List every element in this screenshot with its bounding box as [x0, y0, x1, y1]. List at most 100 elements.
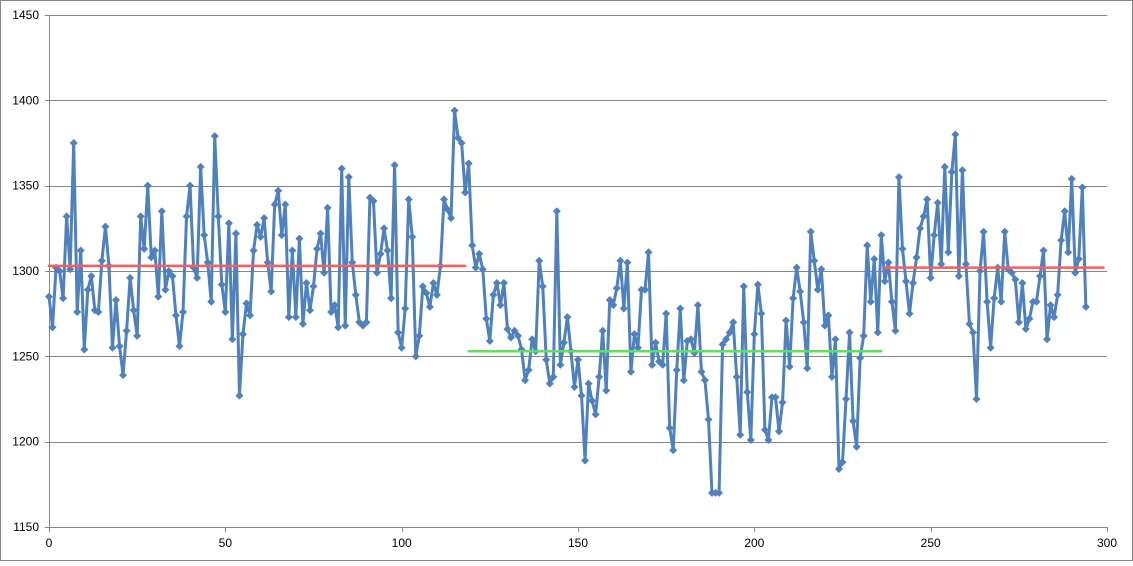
data-point — [203, 258, 212, 267]
data-point — [598, 326, 607, 335]
data-point — [397, 343, 406, 352]
data-point — [732, 372, 741, 381]
data-point — [559, 338, 568, 347]
data-point — [729, 318, 738, 327]
data-point — [926, 273, 935, 282]
data-point — [422, 289, 431, 298]
data-point — [1067, 174, 1076, 183]
data-point — [450, 106, 459, 115]
data-point — [997, 297, 1006, 306]
data-point — [136, 212, 145, 221]
data-point — [323, 203, 332, 212]
data-point — [154, 292, 163, 301]
data-point — [126, 273, 135, 282]
data-point — [810, 256, 819, 265]
data-point — [425, 302, 434, 311]
data-point — [1071, 268, 1080, 277]
data-point — [1014, 318, 1023, 327]
data-point — [83, 285, 92, 294]
data-point — [418, 282, 427, 291]
data-point — [112, 296, 121, 305]
data-point — [295, 234, 304, 243]
data-point — [880, 277, 889, 286]
data-point — [545, 379, 554, 388]
data-point — [570, 383, 579, 392]
data-point — [404, 195, 413, 204]
data-point — [59, 294, 68, 303]
data-point — [164, 267, 173, 275]
data-point — [968, 328, 977, 337]
data-point — [281, 200, 290, 209]
data-point — [316, 229, 325, 238]
data-point — [1057, 236, 1066, 245]
data-point — [115, 342, 124, 351]
data-point — [1007, 268, 1016, 277]
data-point — [411, 352, 420, 361]
data-point — [549, 372, 558, 381]
y-tick-label: 1250 — [12, 349, 39, 363]
data-point — [337, 164, 346, 173]
data-point — [1032, 297, 1041, 306]
data-point — [672, 365, 681, 374]
data-point — [584, 379, 593, 388]
data-point — [291, 313, 300, 322]
data-point — [457, 139, 466, 147]
data-point — [648, 360, 657, 369]
data-point — [471, 263, 480, 272]
data-point — [496, 301, 505, 310]
data-point — [217, 280, 226, 289]
data-point — [309, 282, 318, 291]
data-point — [119, 371, 128, 380]
data-point — [612, 284, 621, 293]
data-point — [785, 362, 794, 371]
data-point — [602, 386, 611, 395]
data-point — [224, 219, 233, 228]
data-point — [961, 260, 970, 269]
data-point — [140, 244, 149, 253]
data-point — [595, 372, 604, 381]
data-point — [492, 278, 501, 287]
data-point — [369, 197, 378, 206]
data-point — [951, 130, 960, 139]
data-point — [623, 258, 632, 267]
data-point — [757, 309, 766, 318]
y-tick-label: 1200 — [12, 435, 39, 449]
data-point — [764, 435, 773, 444]
data-point — [468, 241, 477, 250]
data-point — [387, 294, 396, 303]
data-point — [736, 430, 745, 439]
data-point — [485, 336, 494, 345]
data-point — [87, 272, 96, 281]
data-point — [722, 335, 731, 344]
data-point — [313, 244, 322, 253]
data-point — [66, 265, 75, 274]
data-point — [792, 263, 801, 272]
data-point — [1078, 183, 1087, 192]
data-point — [923, 195, 932, 204]
data-point — [48, 323, 57, 332]
data-point — [845, 328, 854, 337]
data-point — [556, 360, 565, 369]
data-point — [651, 338, 660, 347]
y-tick-label: 1450 — [12, 8, 39, 22]
data-point — [432, 290, 441, 299]
data-point — [147, 253, 156, 262]
data-point — [552, 207, 561, 216]
data-point — [700, 376, 709, 385]
data-point — [619, 304, 628, 313]
data-point — [972, 395, 981, 403]
data-point — [633, 343, 642, 352]
data-point — [753, 280, 762, 289]
data-point — [514, 331, 523, 340]
data-point — [249, 246, 258, 255]
data-point — [439, 195, 448, 204]
data-point — [535, 256, 544, 265]
data-point — [1053, 290, 1062, 299]
data-point — [693, 301, 702, 310]
data-point — [641, 285, 650, 294]
data-point — [1035, 272, 1044, 281]
data-point — [179, 307, 188, 316]
data-point — [157, 207, 166, 216]
data-point — [986, 343, 995, 352]
